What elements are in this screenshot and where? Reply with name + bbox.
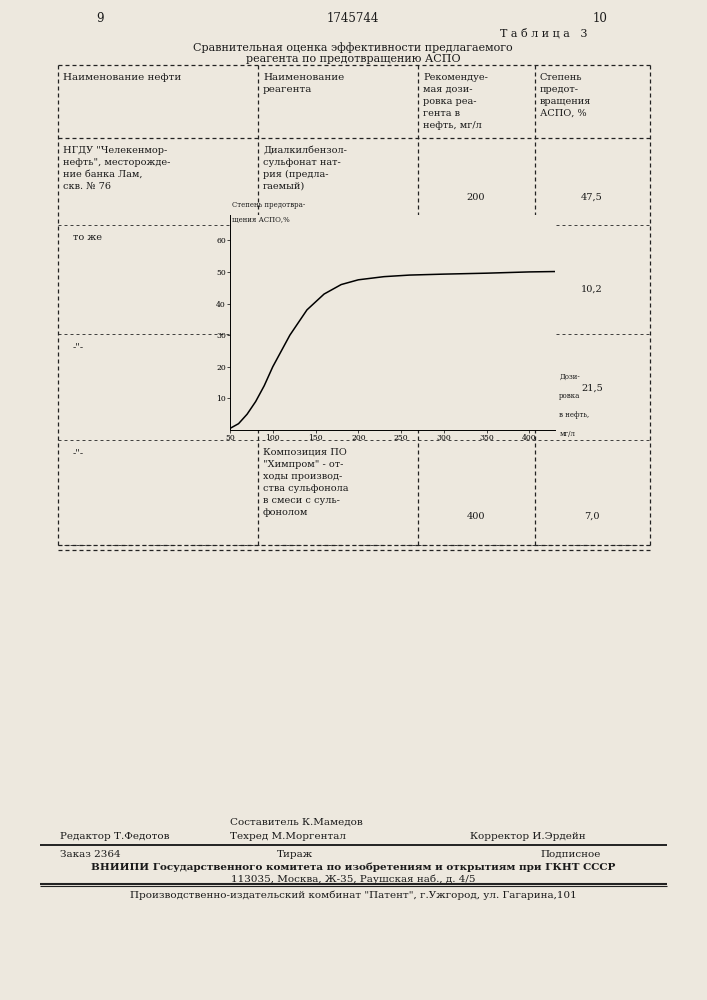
Text: 7,0: 7,0	[584, 512, 600, 521]
Text: Корректор И.Эрдейн: Корректор И.Эрдейн	[470, 832, 585, 841]
Text: 113035, Москва, Ж-35, Раушская наб., д. 4/5: 113035, Москва, Ж-35, Раушская наб., д. …	[230, 874, 475, 884]
Text: 21,5: 21,5	[581, 384, 603, 393]
Text: ние банка Лам,: ние банка Лам,	[63, 170, 143, 179]
Text: Степень: Степень	[540, 73, 583, 82]
Text: мая дози-: мая дози-	[423, 85, 472, 94]
Text: Диалкилбензол-: Диалкилбензол-	[263, 146, 347, 155]
Text: нефть, мг/л: нефть, мг/л	[423, 121, 481, 130]
Text: гаемый): гаемый)	[263, 182, 305, 191]
Text: Редактор Т.Федотов: Редактор Т.Федотов	[60, 832, 170, 841]
Text: в смеси с суль-: в смеси с суль-	[263, 496, 340, 505]
Text: -"-: -"-	[73, 448, 84, 457]
Text: вращения: вращения	[540, 97, 591, 106]
Text: ровка реа-: ровка реа-	[423, 97, 477, 106]
Text: ВНИИПИ Государственного комитета по изобретениям и открытиям при ГКНТ СССР: ВНИИПИ Государственного комитета по изоб…	[90, 862, 615, 871]
Text: 200: 200	[467, 193, 485, 202]
Text: скв. № 76: скв. № 76	[63, 182, 111, 191]
Text: Составитель К.Мамедов: Составитель К.Мамедов	[230, 818, 363, 827]
Text: предот-: предот-	[540, 85, 579, 94]
Text: 10,2: 10,2	[581, 285, 603, 294]
Text: реагента: реагента	[263, 85, 312, 94]
Text: фонолом: фонолом	[263, 508, 308, 517]
Text: Степень предотвра-: Степень предотвра-	[232, 201, 305, 209]
Text: ровка: ровка	[559, 392, 580, 400]
Text: щей добавкой): щей добавкой)	[263, 281, 339, 290]
Text: 200: 200	[467, 384, 485, 393]
Text: 10: 10	[592, 12, 607, 25]
Text: 9: 9	[96, 12, 104, 25]
Text: в нефть,: в нефть,	[559, 411, 590, 419]
Text: АСПО, %: АСПО, %	[540, 109, 587, 118]
Text: гента в: гента в	[423, 109, 460, 118]
Text: Композиция ПО: Композиция ПО	[263, 448, 346, 457]
Text: 200: 200	[467, 285, 485, 294]
Text: Сравнительная оценка эффективности предлагаемого: Сравнительная оценка эффективности предл…	[193, 42, 513, 53]
Text: Заказ 2364: Заказ 2364	[60, 850, 121, 859]
Text: Наименование нефти: Наименование нефти	[63, 73, 181, 82]
Text: ходы производ-: ходы производ-	[263, 472, 342, 481]
Text: НГДУ "Челекенмор-: НГДУ "Челекенмор-	[63, 146, 168, 155]
Text: 400: 400	[467, 512, 485, 521]
Text: Наименование: Наименование	[263, 73, 344, 82]
Text: "Химпром" - от-: "Химпром" - от-	[263, 460, 344, 469]
Text: Производственно-издательский комбинат "Патент", г.Ужгород, ул. Гагарина,101: Производственно-издательский комбинат "П…	[129, 890, 576, 900]
Text: прототип: прототип	[263, 378, 311, 387]
Text: килбензолсуль-: килбензолсуль-	[263, 354, 343, 363]
Text: Подписное: Подписное	[540, 850, 600, 859]
Text: то же: то же	[73, 233, 102, 242]
Text: с азотсодержа-: с азотсодержа-	[263, 269, 341, 278]
Text: Т а б л и ц а   3: Т а б л и ц а 3	[500, 28, 588, 38]
Text: Рекомендуе-: Рекомендуе-	[423, 73, 488, 82]
Text: -"-: -"-	[73, 342, 84, 351]
Text: рия (предла-: рия (предла-	[263, 170, 329, 179]
Text: ный алкилфенол: ный алкилфенол	[263, 257, 349, 266]
Text: Техред М.Моргентал: Техред М.Моргентал	[230, 832, 346, 841]
Text: Сульфонол (ал-: Сульфонол (ал-	[263, 342, 341, 351]
Text: нефть", месторожде-: нефть", месторожде-	[63, 158, 170, 167]
Text: щения АСПО,%: щения АСПО,%	[232, 216, 289, 224]
Text: Тираж: Тираж	[277, 850, 313, 859]
Text: реагента по предотвращению АСПО: реагента по предотвращению АСПО	[246, 54, 460, 64]
Text: фонат натрия) -: фонат натрия) -	[263, 366, 344, 375]
Text: сульфонат нат-: сульфонат нат-	[263, 158, 341, 167]
Text: 47,5: 47,5	[581, 193, 603, 202]
Text: сиэтилирован-: сиэтилирован-	[263, 245, 338, 254]
Text: 1745744: 1745744	[327, 12, 379, 25]
Text: мг/л: мг/л	[559, 430, 575, 438]
Text: Дози-: Дози-	[559, 373, 580, 381]
Text: ства сульфонола: ства сульфонола	[263, 484, 349, 493]
Text: СНПХ-7215 (ок-: СНПХ-7215 (ок-	[263, 233, 345, 242]
